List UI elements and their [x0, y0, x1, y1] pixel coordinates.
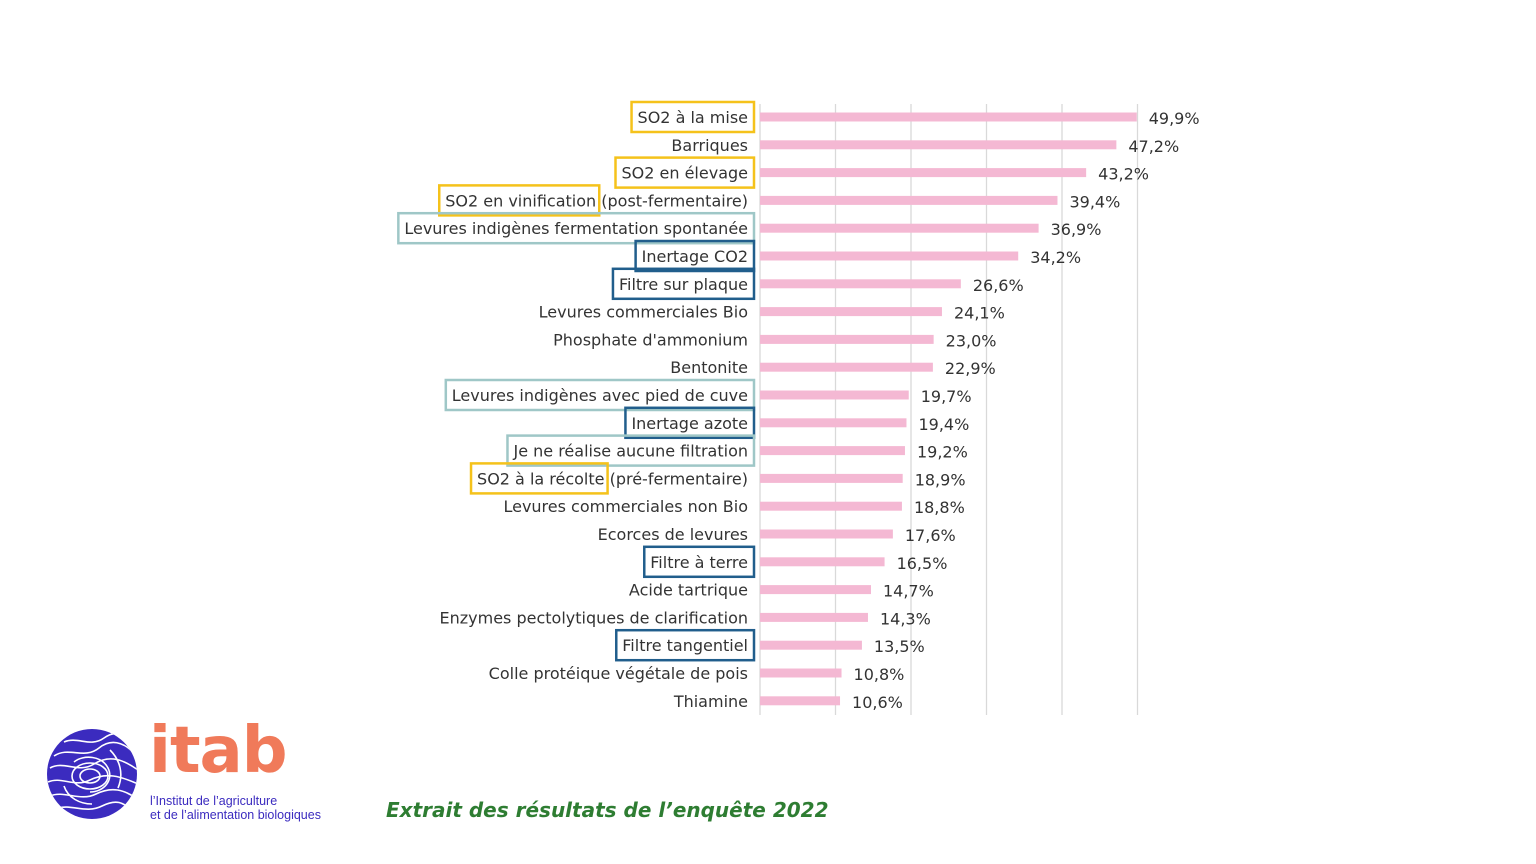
value-label: 23,0%: [946, 331, 997, 350]
value-label: 14,7%: [883, 582, 934, 601]
value-label: 16,5%: [897, 554, 948, 573]
value-label: 43,2%: [1098, 165, 1149, 184]
highlight-box: [643, 545, 756, 579]
value-label: 39,4%: [1069, 192, 1120, 211]
logo-subtitle-line1: l’Institut de l’agriculture: [150, 794, 278, 808]
value-label: 18,9%: [915, 470, 966, 489]
highlight-box: [506, 434, 756, 467]
value-label: 22,9%: [945, 359, 996, 378]
category-label: SO2 à la récolte (pré-fermentaire): [477, 469, 748, 488]
bar: [760, 168, 1087, 178]
value-label: 10,6%: [852, 693, 903, 712]
value-label: 17,6%: [905, 526, 956, 545]
bars: [760, 112, 1137, 706]
category-label: Thiamine: [673, 692, 748, 711]
bar: [760, 362, 933, 372]
bar: [760, 612, 868, 622]
value-label: 10,8%: [854, 665, 905, 684]
category-label: Colle protéique végétale de pois: [489, 664, 748, 683]
highlight-box: [624, 406, 756, 440]
value-label: 36,9%: [1051, 220, 1102, 239]
category-label: Ecorces de levures: [598, 525, 748, 544]
logo-subtitle-line2: et de l’alimentation biologiques: [150, 808, 321, 822]
highlight-box: [611, 267, 756, 301]
category-label: Filtre sur plaque: [619, 275, 748, 294]
bar: [760, 696, 841, 706]
bar: [760, 585, 871, 595]
category-label: Filtre à terre: [650, 553, 748, 572]
value-label: 14,3%: [880, 609, 931, 628]
bar: [760, 334, 934, 344]
highlight-box: [444, 378, 756, 412]
value-label: 26,6%: [973, 276, 1024, 295]
category-label: Levures commerciales Bio: [539, 303, 748, 322]
bar: [760, 251, 1019, 261]
value-label: 19,2%: [917, 443, 968, 462]
bar: [760, 529, 893, 539]
fingerprint-globe-icon: [47, 729, 137, 819]
category-label: SO2 à la mise: [638, 108, 748, 127]
bar: [760, 473, 903, 483]
bar: [760, 418, 907, 428]
category-label: Levures commerciales non Bio: [503, 497, 748, 516]
logo-wordmark: itab: [149, 714, 288, 788]
highlight-box: [630, 100, 756, 134]
survey-caption: Extrait des résultats de l’enquête 2022: [386, 798, 829, 822]
bar: [760, 140, 1117, 150]
value-labels: 49,9% 47,2% 43,2% 39,4% 36,9% 34,2% 26,6% 24,1%…: [852, 109, 1200, 712]
value-label: 18,8%: [914, 498, 965, 517]
category-label: Levures indigènes fermentation spontanée: [404, 219, 748, 238]
logo-subtitle: l’Institut de l’agriculture et de l’alim…: [150, 794, 321, 822]
value-label: 19,4%: [918, 415, 969, 434]
category-label: Phosphate d'ammonium: [553, 330, 748, 349]
bar: [760, 640, 862, 650]
highlight-box: [615, 628, 756, 662]
value-label: 24,1%: [954, 304, 1005, 323]
highlight-boxes: [397, 100, 756, 662]
value-label: 34,2%: [1030, 248, 1081, 267]
bar-chart: SO2 à la mise Barriques SO2 en élevage SO2 …: [397, 100, 1200, 715]
bar: [760, 307, 942, 317]
highlight-box: [469, 462, 609, 495]
category-label: Acide tartrique: [629, 581, 748, 600]
bar: [760, 223, 1039, 233]
value-label: 19,7%: [921, 387, 972, 406]
category-label: Bentonite: [670, 358, 748, 377]
bar: [760, 501, 902, 511]
itab-logo: itab l’Institut de l’agriculture et de l…: [44, 714, 344, 826]
value-label: 49,9%: [1149, 109, 1200, 128]
value-label: 47,2%: [1128, 137, 1179, 156]
category-label: Levures indigènes avec pied de cuve: [452, 386, 748, 405]
bar: [760, 279, 961, 289]
bar: [760, 112, 1137, 122]
bar: [760, 557, 885, 567]
category-label: Filtre tangentiel: [622, 636, 748, 655]
category-label: Inertage CO2: [642, 247, 748, 266]
highlight-box: [614, 156, 756, 189]
bar: [760, 446, 905, 456]
category-label: Je ne réalise aucune filtration: [512, 442, 748, 461]
bar: [760, 668, 842, 678]
category-labels: SO2 à la mise Barriques SO2 en élevage SO2 …: [404, 108, 748, 711]
highlight-box: [438, 184, 601, 217]
value-label: 13,5%: [874, 637, 925, 656]
category-label: Barriques: [671, 136, 748, 155]
highlight-box: [397, 211, 756, 245]
category-label: Enzymes pectolytiques de clarification: [439, 608, 748, 627]
bar: [760, 390, 909, 400]
category-label: SO2 en vinification (post-fermentaire): [445, 191, 748, 210]
highlight-box: [634, 239, 756, 273]
bar: [760, 195, 1058, 205]
category-label: Inertage azote: [631, 414, 748, 433]
category-label: SO2 en élevage: [622, 164, 749, 183]
